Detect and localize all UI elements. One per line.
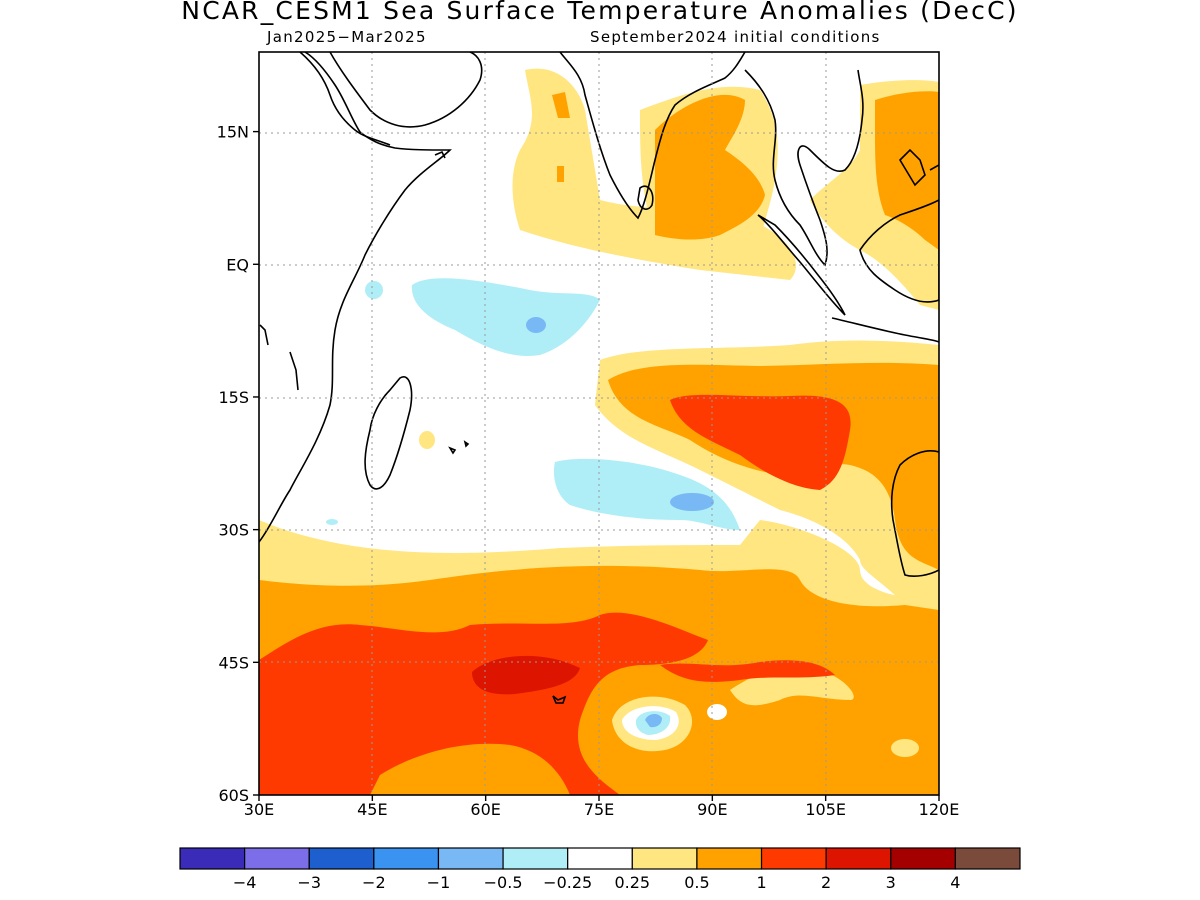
colorbar-swatch — [502, 847, 569, 870]
lat-tick-label: 15N — [217, 123, 249, 142]
longitude-axis: 30E 45E 60E 75E 90E 105E 120E — [244, 795, 960, 819]
anomaly-patch-blue-central — [526, 317, 546, 333]
colorbar-swatch — [954, 847, 1021, 870]
colorbar-swatch — [890, 847, 956, 870]
lat-tick-label: 30S — [218, 521, 249, 540]
anomaly-region-cold-kerguelen-blue — [645, 714, 662, 728]
india-coastline — [559, 52, 746, 220]
colorbar-label: −4 — [233, 873, 257, 892]
anomaly-region-1-south — [259, 612, 708, 795]
anomaly-region-cold-south — [553, 458, 740, 530]
mozambique-lakes — [259, 324, 299, 391]
borneo — [859, 199, 939, 303]
anomaly-fields — [259, 68, 939, 795]
anomaly-patch-white-small — [707, 704, 727, 720]
graticule — [259, 52, 939, 795]
colorbar-label: 2 — [821, 873, 831, 892]
colorbar-swatch — [437, 847, 504, 870]
anomaly-region-0p5-center — [370, 743, 570, 795]
colorbar-swatch — [244, 847, 310, 870]
anomaly-region-0p5-arabian-small — [552, 92, 570, 118]
sri-lanka — [637, 185, 654, 210]
colorbar-label: 0.5 — [684, 873, 709, 892]
kerguelen — [552, 695, 567, 704]
anomaly-patch-cyan-small — [326, 519, 338, 525]
colorbar: −4 −3 −2 −1 −0.5 −0.25 0.25 0.5 1 2 3 4 — [179, 847, 1021, 892]
colorbar-swatch — [373, 847, 440, 870]
colorbar-label: −0.5 — [484, 873, 523, 892]
colorbar-swatch — [308, 847, 375, 870]
anomaly-patch-yellow-madagascar — [419, 431, 435, 449]
colorbar-label: 1 — [756, 873, 766, 892]
colorbar-swatch — [631, 847, 698, 870]
myanmar-malay-coastline — [744, 69, 864, 267]
anomaly-region-cold-central — [411, 278, 600, 356]
forecast-period: Jan2025−Mar2025 — [267, 28, 427, 46]
lon-tick-label: 30E — [244, 800, 274, 819]
lon-tick-label: 120E — [919, 800, 960, 819]
colorbar-label: 0.25 — [614, 873, 650, 892]
philippines — [898, 148, 939, 187]
somalia-horn — [434, 150, 446, 159]
anomaly-patch-blue-south — [670, 493, 714, 511]
anomaly-region-2-south — [472, 655, 580, 695]
initial-conditions: September2024 initial conditions — [590, 28, 881, 46]
anomaly-region-1-east — [670, 394, 851, 490]
colorbar-swatch — [825, 847, 892, 870]
anomaly-patch-yellow-small — [891, 739, 919, 757]
latitude-axis: 15N EQ 15S 30S 45S 60S — [217, 123, 259, 805]
anomaly-patch-cyan-west — [365, 281, 383, 299]
colorbar-label: 3 — [886, 873, 896, 892]
anomaly-region-0p5-arabian-dot — [557, 166, 564, 182]
lat-tick-label: 60S — [218, 786, 249, 805]
anomaly-region-1-east-south — [660, 660, 835, 682]
lon-tick-label: 105E — [805, 800, 846, 819]
anomaly-region-0p5-bengal — [655, 94, 765, 240]
australia-coastline — [890, 450, 939, 577]
java — [831, 317, 939, 343]
colorbar-swatch — [760, 847, 827, 870]
lon-tick-label: 45E — [357, 800, 387, 819]
colorbar-swatch — [696, 847, 763, 870]
colorbar-label: −1 — [427, 873, 451, 892]
lon-tick-label: 75E — [584, 800, 614, 819]
colorbar-swatch — [567, 847, 633, 870]
lat-tick-label: 15S — [218, 388, 249, 407]
lon-tick-label: 90E — [697, 800, 727, 819]
colorbar-label: −3 — [297, 873, 321, 892]
africa-coastline — [259, 52, 452, 543]
colorbar-label: −0.25 — [543, 873, 592, 892]
map-title: NCAR_CESM1 Sea Surface Temperature Anoma… — [181, 0, 1019, 25]
coastlines — [259, 52, 939, 704]
mascarene-islands — [448, 440, 470, 455]
madagascar — [364, 376, 413, 490]
colorbar-label: 4 — [950, 873, 960, 892]
sumatra — [757, 214, 846, 316]
arabia-coastline — [329, 52, 483, 128]
lat-tick-label: 45S — [218, 653, 249, 672]
lon-tick-label: 60E — [470, 800, 500, 819]
lat-tick-label: EQ — [226, 255, 249, 274]
colorbar-swatch — [179, 847, 246, 870]
colorbar-label: −2 — [362, 873, 386, 892]
red-sea-coastline — [299, 52, 391, 146]
